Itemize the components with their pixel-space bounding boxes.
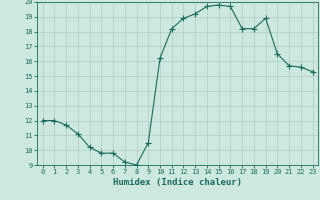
X-axis label: Humidex (Indice chaleur): Humidex (Indice chaleur) [113,178,242,187]
